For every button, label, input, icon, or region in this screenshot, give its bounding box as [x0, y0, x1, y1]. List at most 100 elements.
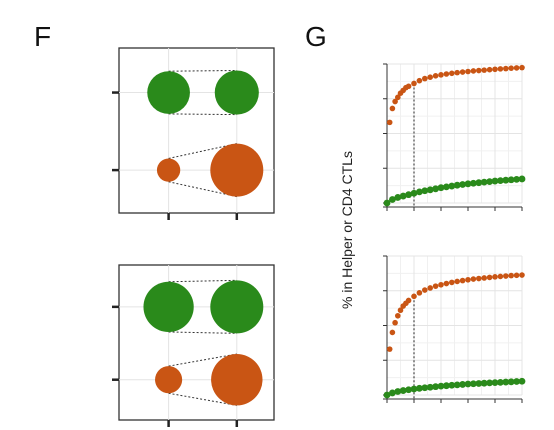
- bubble: [156, 158, 181, 182]
- helper-point: [405, 386, 412, 394]
- ctl-point: [470, 276, 477, 282]
- ctl-point: [438, 72, 444, 78]
- ctl-point: [497, 273, 504, 280]
- bubble-panel-bottom: [112, 264, 275, 427]
- helper-point: [394, 388, 402, 395]
- ctl-point: [459, 69, 466, 75]
- ctl-point: [449, 70, 455, 77]
- helper-point: [405, 191, 412, 199]
- bubble: [210, 280, 264, 334]
- helper-point: [507, 378, 515, 386]
- ctl-point: [392, 319, 398, 326]
- helper-point: [399, 387, 407, 394]
- connector-line: [168, 113, 237, 116]
- helper-point: [410, 189, 418, 197]
- helper-point: [513, 378, 520, 385]
- ctl-point: [416, 290, 423, 296]
- ctl-point: [411, 293, 417, 300]
- ctl-point: [465, 276, 471, 283]
- ctl-point: [443, 71, 450, 77]
- helper-point: [453, 381, 461, 389]
- ctl-point: [427, 74, 434, 81]
- helper-point: [453, 181, 461, 189]
- ctl-point: [503, 65, 509, 72]
- g-yaxis-title: % in Helper or CD4 CTLs: [339, 151, 355, 309]
- scatter-panel-bottom: [383, 255, 526, 403]
- helper-point: [432, 383, 439, 391]
- bubble: [155, 366, 183, 394]
- helper-point: [470, 380, 477, 388]
- connector-line: [168, 279, 237, 283]
- helper-point: [426, 383, 434, 391]
- ctl-point: [513, 272, 520, 279]
- helper-point: [426, 186, 434, 194]
- ctl-point: [492, 66, 498, 73]
- helper-point: [491, 379, 499, 387]
- ctl-point: [397, 307, 404, 314]
- ctl-point: [389, 105, 396, 112]
- helper-point: [389, 389, 396, 397]
- helper-point: [507, 176, 515, 184]
- ctl-point: [481, 275, 488, 281]
- ctl-point: [486, 66, 493, 73]
- helper-point: [475, 179, 483, 187]
- helper-point: [502, 176, 510, 184]
- helper-point: [459, 181, 466, 188]
- connector-line: [168, 353, 237, 367]
- panel-f-letter: F: [34, 21, 51, 52]
- ctl-point: [486, 274, 493, 281]
- helper-point: [464, 380, 472, 388]
- ctl-point: [519, 272, 525, 278]
- ctl-point: [405, 297, 412, 304]
- ctl-point: [470, 68, 477, 74]
- ctl-point: [432, 283, 439, 289]
- helper-point: [502, 378, 510, 386]
- ctl-point: [454, 278, 461, 285]
- ctl-point: [386, 346, 393, 352]
- ctl-point: [405, 83, 412, 90]
- bubble: [147, 71, 190, 114]
- helper-point: [383, 391, 391, 399]
- ctl-point: [508, 65, 514, 71]
- ctl-point: [508, 272, 514, 279]
- ctl-point: [476, 67, 482, 74]
- helper-point: [394, 194, 402, 201]
- helper-point: [416, 384, 423, 392]
- bubble: [210, 143, 264, 197]
- helper-point: [410, 385, 418, 393]
- ctl-point: [395, 312, 401, 319]
- ctl-point: [449, 279, 455, 286]
- helper-point: [464, 180, 472, 188]
- ctl-point: [459, 277, 466, 284]
- ctl-point: [392, 98, 398, 105]
- helper-point: [421, 187, 429, 195]
- ctl-point: [519, 64, 525, 71]
- bubble: [143, 281, 194, 332]
- ctl-point: [389, 329, 396, 336]
- ctl-point: [422, 75, 428, 82]
- bubble: [214, 70, 259, 115]
- helper-point: [443, 382, 450, 390]
- scatter-panel-top: [383, 63, 526, 211]
- ctl-point: [492, 274, 498, 280]
- helper-point: [475, 380, 483, 387]
- bubble-panel-top: [112, 47, 275, 220]
- helper-point: [491, 177, 499, 185]
- ctl-point: [497, 66, 504, 72]
- panel-g-letter: G: [305, 21, 327, 52]
- helper-point: [470, 179, 477, 187]
- ctl-point: [432, 73, 439, 79]
- helper-point: [416, 188, 423, 196]
- helper-point: [399, 192, 407, 200]
- ctl-point: [427, 285, 434, 291]
- ctl-point: [503, 273, 509, 279]
- helper-point: [383, 199, 391, 207]
- helper-point: [437, 184, 445, 192]
- helper-point: [486, 178, 493, 185]
- helper-point: [448, 182, 456, 190]
- ctl-point: [443, 280, 450, 287]
- helper-point: [443, 183, 450, 191]
- helper-point: [518, 377, 526, 385]
- helper-point: [497, 177, 504, 185]
